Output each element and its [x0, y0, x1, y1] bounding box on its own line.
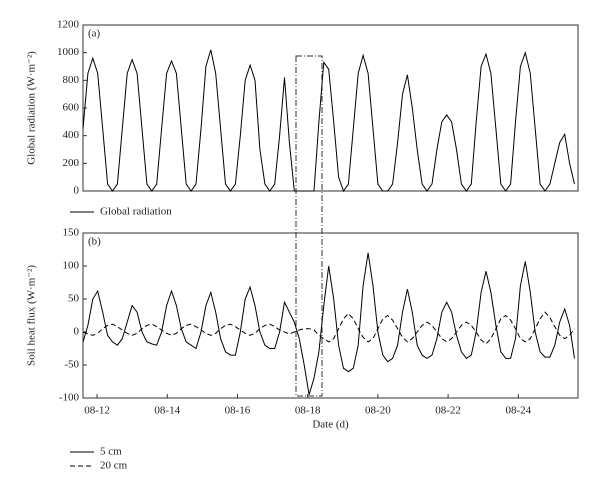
y-tick-label: 0: [74, 326, 80, 338]
x-tick-label: 08-14: [154, 405, 180, 417]
y-axis-label: Soil heat flux (W·m⁻²): [26, 265, 38, 366]
y-tick-label: 400: [63, 129, 80, 141]
x-tick-label: 08-16: [225, 405, 251, 417]
x-tick-label: 08-18: [295, 405, 321, 417]
x-tick-label: 08-12: [84, 405, 110, 417]
plot-frame: [82, 232, 579, 399]
y-tick-label: 800: [63, 74, 80, 86]
series-line: [82, 311, 575, 345]
y-tick-label: 50: [68, 293, 80, 305]
y-tick-label: 200: [63, 157, 80, 169]
plot-frame: [82, 24, 579, 192]
x-tick-label: 08-22: [435, 405, 461, 417]
y-tick-label: 0: [74, 185, 80, 197]
panel-label: (b): [88, 236, 101, 248]
highlight-box: [295, 55, 323, 397]
legend-label: Global radiation: [100, 206, 172, 218]
y-tick-label: 1200: [57, 19, 80, 31]
y-tick-label: 100: [63, 260, 80, 272]
x-tick-label: 08-20: [365, 405, 391, 417]
y-axis-label: Global radiation (W·m⁻²): [26, 51, 38, 165]
series-line: [82, 252, 575, 395]
y-tick-label: -100: [59, 392, 80, 404]
x-tick-label: 08-24: [505, 405, 531, 417]
legend-label: 5 cm: [100, 446, 122, 458]
x-axis-label: Date (d): [312, 419, 349, 431]
y-tick-label: 150: [63, 227, 80, 239]
y-tick-label: -50: [64, 359, 79, 371]
y-tick-label: 600: [63, 102, 80, 114]
series-line: [82, 49, 575, 193]
panel-label: (a): [88, 28, 101, 40]
y-tick-label: 1000: [57, 46, 80, 58]
legend-label: 20 cm: [100, 460, 128, 472]
